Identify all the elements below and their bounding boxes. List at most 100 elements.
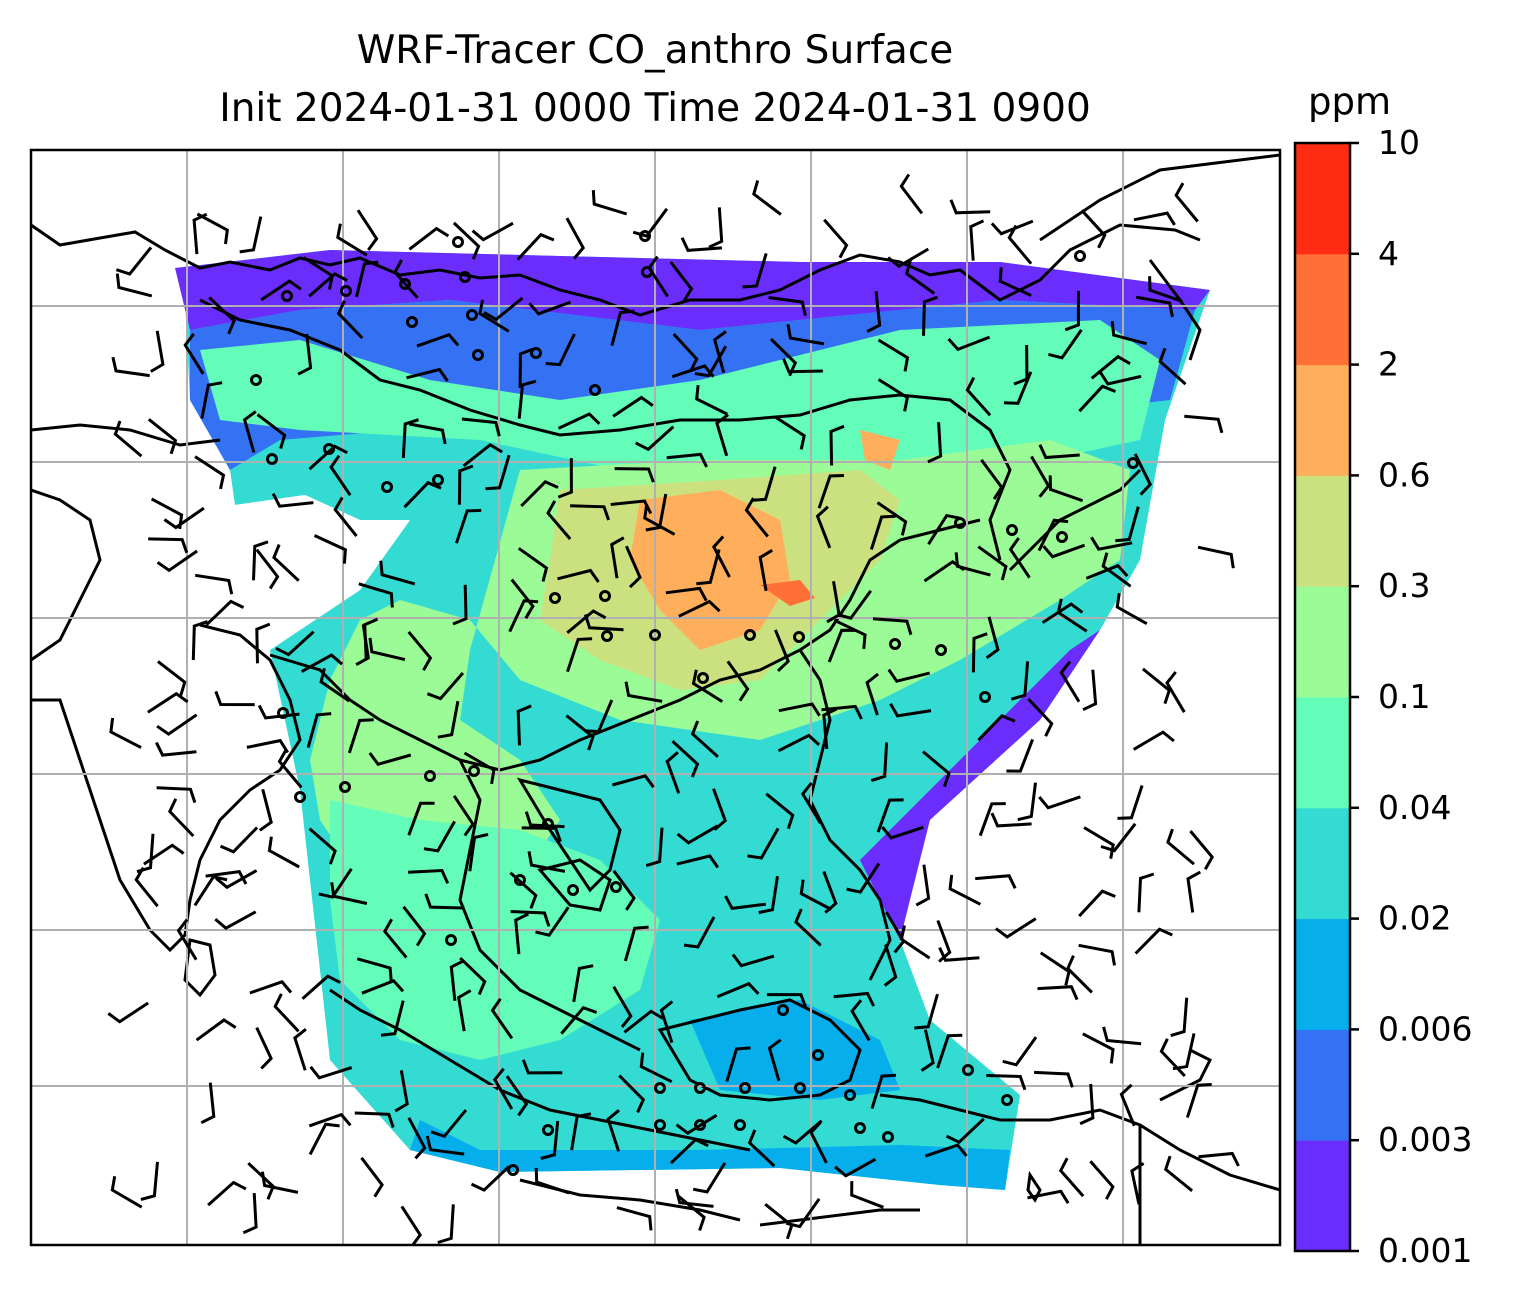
wind-barb bbox=[336, 300, 364, 339]
wind-barb bbox=[887, 668, 931, 683]
wind-barb bbox=[1082, 1032, 1115, 1064]
wind-barb bbox=[887, 247, 930, 269]
wind-barb bbox=[669, 1137, 709, 1165]
wind-barb bbox=[155, 741, 197, 757]
wind-barb bbox=[196, 212, 229, 245]
wind-barb bbox=[336, 223, 368, 257]
wind-barb bbox=[527, 851, 566, 873]
wind-barb bbox=[363, 617, 379, 659]
map-title-line-2: Init 2024-01-31 0000 Time 2024-01-31 090… bbox=[219, 86, 1091, 131]
wind-barb bbox=[1002, 1036, 1038, 1067]
calm-wind-marker bbox=[739, 1082, 751, 1094]
calm-wind-marker bbox=[1056, 531, 1068, 543]
wind-barb bbox=[612, 985, 633, 1028]
wind-barb bbox=[407, 1117, 427, 1160]
wind-barb bbox=[516, 232, 555, 261]
wind-barb bbox=[401, 418, 419, 458]
calm-wind-marker bbox=[281, 290, 293, 302]
map-frame bbox=[29, 148, 1282, 1247]
calm-wind-marker bbox=[654, 1119, 666, 1131]
wind-barb bbox=[1135, 295, 1174, 318]
wind-barb bbox=[680, 237, 723, 252]
colorbar-band bbox=[1295, 1140, 1350, 1252]
wind-barb bbox=[922, 750, 951, 788]
wind-barb bbox=[566, 637, 593, 673]
wind-barb bbox=[239, 216, 263, 254]
colorbar-tick-label: 0.001 bbox=[1378, 1231, 1472, 1270]
wind-barb bbox=[716, 981, 760, 999]
wind-barb bbox=[827, 628, 856, 663]
wind-barb bbox=[927, 513, 961, 546]
wind-barb bbox=[632, 207, 669, 238]
wind-barb bbox=[1132, 730, 1175, 751]
wind-barb bbox=[1185, 1083, 1212, 1119]
wind-barb bbox=[936, 1033, 963, 1069]
wind-barb bbox=[672, 332, 699, 373]
wind-barb bbox=[1066, 955, 1093, 994]
wind-barb bbox=[865, 672, 880, 716]
wind-barb bbox=[625, 545, 642, 589]
wind-barb bbox=[708, 207, 724, 249]
wind-barb bbox=[724, 895, 766, 911]
wind-barb bbox=[485, 454, 511, 491]
wind-barb bbox=[215, 869, 258, 890]
calm-wind-marker bbox=[1001, 1094, 1013, 1106]
calm-wind-marker bbox=[610, 881, 622, 893]
wind-barb bbox=[194, 573, 234, 595]
wind-barb bbox=[954, 552, 991, 577]
wind-barb bbox=[156, 713, 198, 736]
wind-barb bbox=[881, 825, 924, 840]
wind-barb bbox=[208, 296, 236, 335]
colorbar-tick-label: 0.003 bbox=[1378, 1120, 1472, 1159]
wind-barb bbox=[785, 1197, 821, 1229]
calm-wind-marker bbox=[854, 1122, 866, 1134]
wind-barb bbox=[107, 1001, 149, 1024]
wind-barb bbox=[821, 704, 863, 720]
wind-barb bbox=[591, 190, 628, 216]
wind-barb bbox=[1090, 354, 1131, 380]
wind-barb bbox=[468, 832, 489, 872]
wind-barb bbox=[975, 874, 1017, 889]
calm-wind-marker bbox=[601, 630, 613, 642]
wind-barb bbox=[1058, 1157, 1085, 1198]
wind-barb bbox=[623, 925, 649, 962]
wind-barb bbox=[1102, 1026, 1142, 1046]
wind-barb bbox=[971, 632, 988, 673]
wind-barb bbox=[645, 827, 664, 868]
wind-barb bbox=[731, 953, 775, 968]
wind-barb bbox=[1083, 826, 1115, 859]
colorbar-tick-label: 4 bbox=[1378, 234, 1399, 273]
wind-barb bbox=[712, 330, 727, 373]
wind-barb bbox=[1110, 321, 1147, 346]
calm-wind-marker bbox=[649, 629, 661, 641]
wind-barb bbox=[471, 221, 514, 242]
wind-barb bbox=[1130, 1162, 1145, 1205]
wind-barb bbox=[393, 259, 419, 299]
wind-barb bbox=[1078, 889, 1116, 918]
wind-barb bbox=[219, 826, 259, 854]
wind-barb bbox=[109, 717, 142, 749]
colorbar-band bbox=[1295, 807, 1350, 920]
wind-barb bbox=[297, 333, 313, 376]
wind-barb bbox=[1034, 1070, 1074, 1088]
colorbar-band bbox=[1295, 1029, 1350, 1141]
wind-barb bbox=[454, 508, 482, 544]
wind-barb bbox=[1006, 738, 1034, 773]
wind-barb bbox=[990, 812, 1032, 828]
wind-barb bbox=[1133, 211, 1176, 226]
calm-wind-marker bbox=[466, 309, 478, 321]
wind-barb bbox=[163, 506, 205, 530]
wind-barb bbox=[1039, 951, 1071, 986]
wind-barb bbox=[1017, 782, 1037, 822]
wind-barb bbox=[260, 1171, 299, 1194]
wind-barb bbox=[639, 1052, 673, 1084]
calm-wind-marker bbox=[882, 1131, 894, 1143]
wind-barb bbox=[113, 420, 143, 458]
field-low-east bbox=[860, 630, 1100, 940]
wind-barb bbox=[308, 1112, 352, 1128]
calm-wind-marker bbox=[424, 770, 436, 782]
wind-barb bbox=[1037, 985, 1079, 1001]
wind-barb bbox=[510, 910, 551, 927]
wind-barb bbox=[150, 497, 184, 530]
